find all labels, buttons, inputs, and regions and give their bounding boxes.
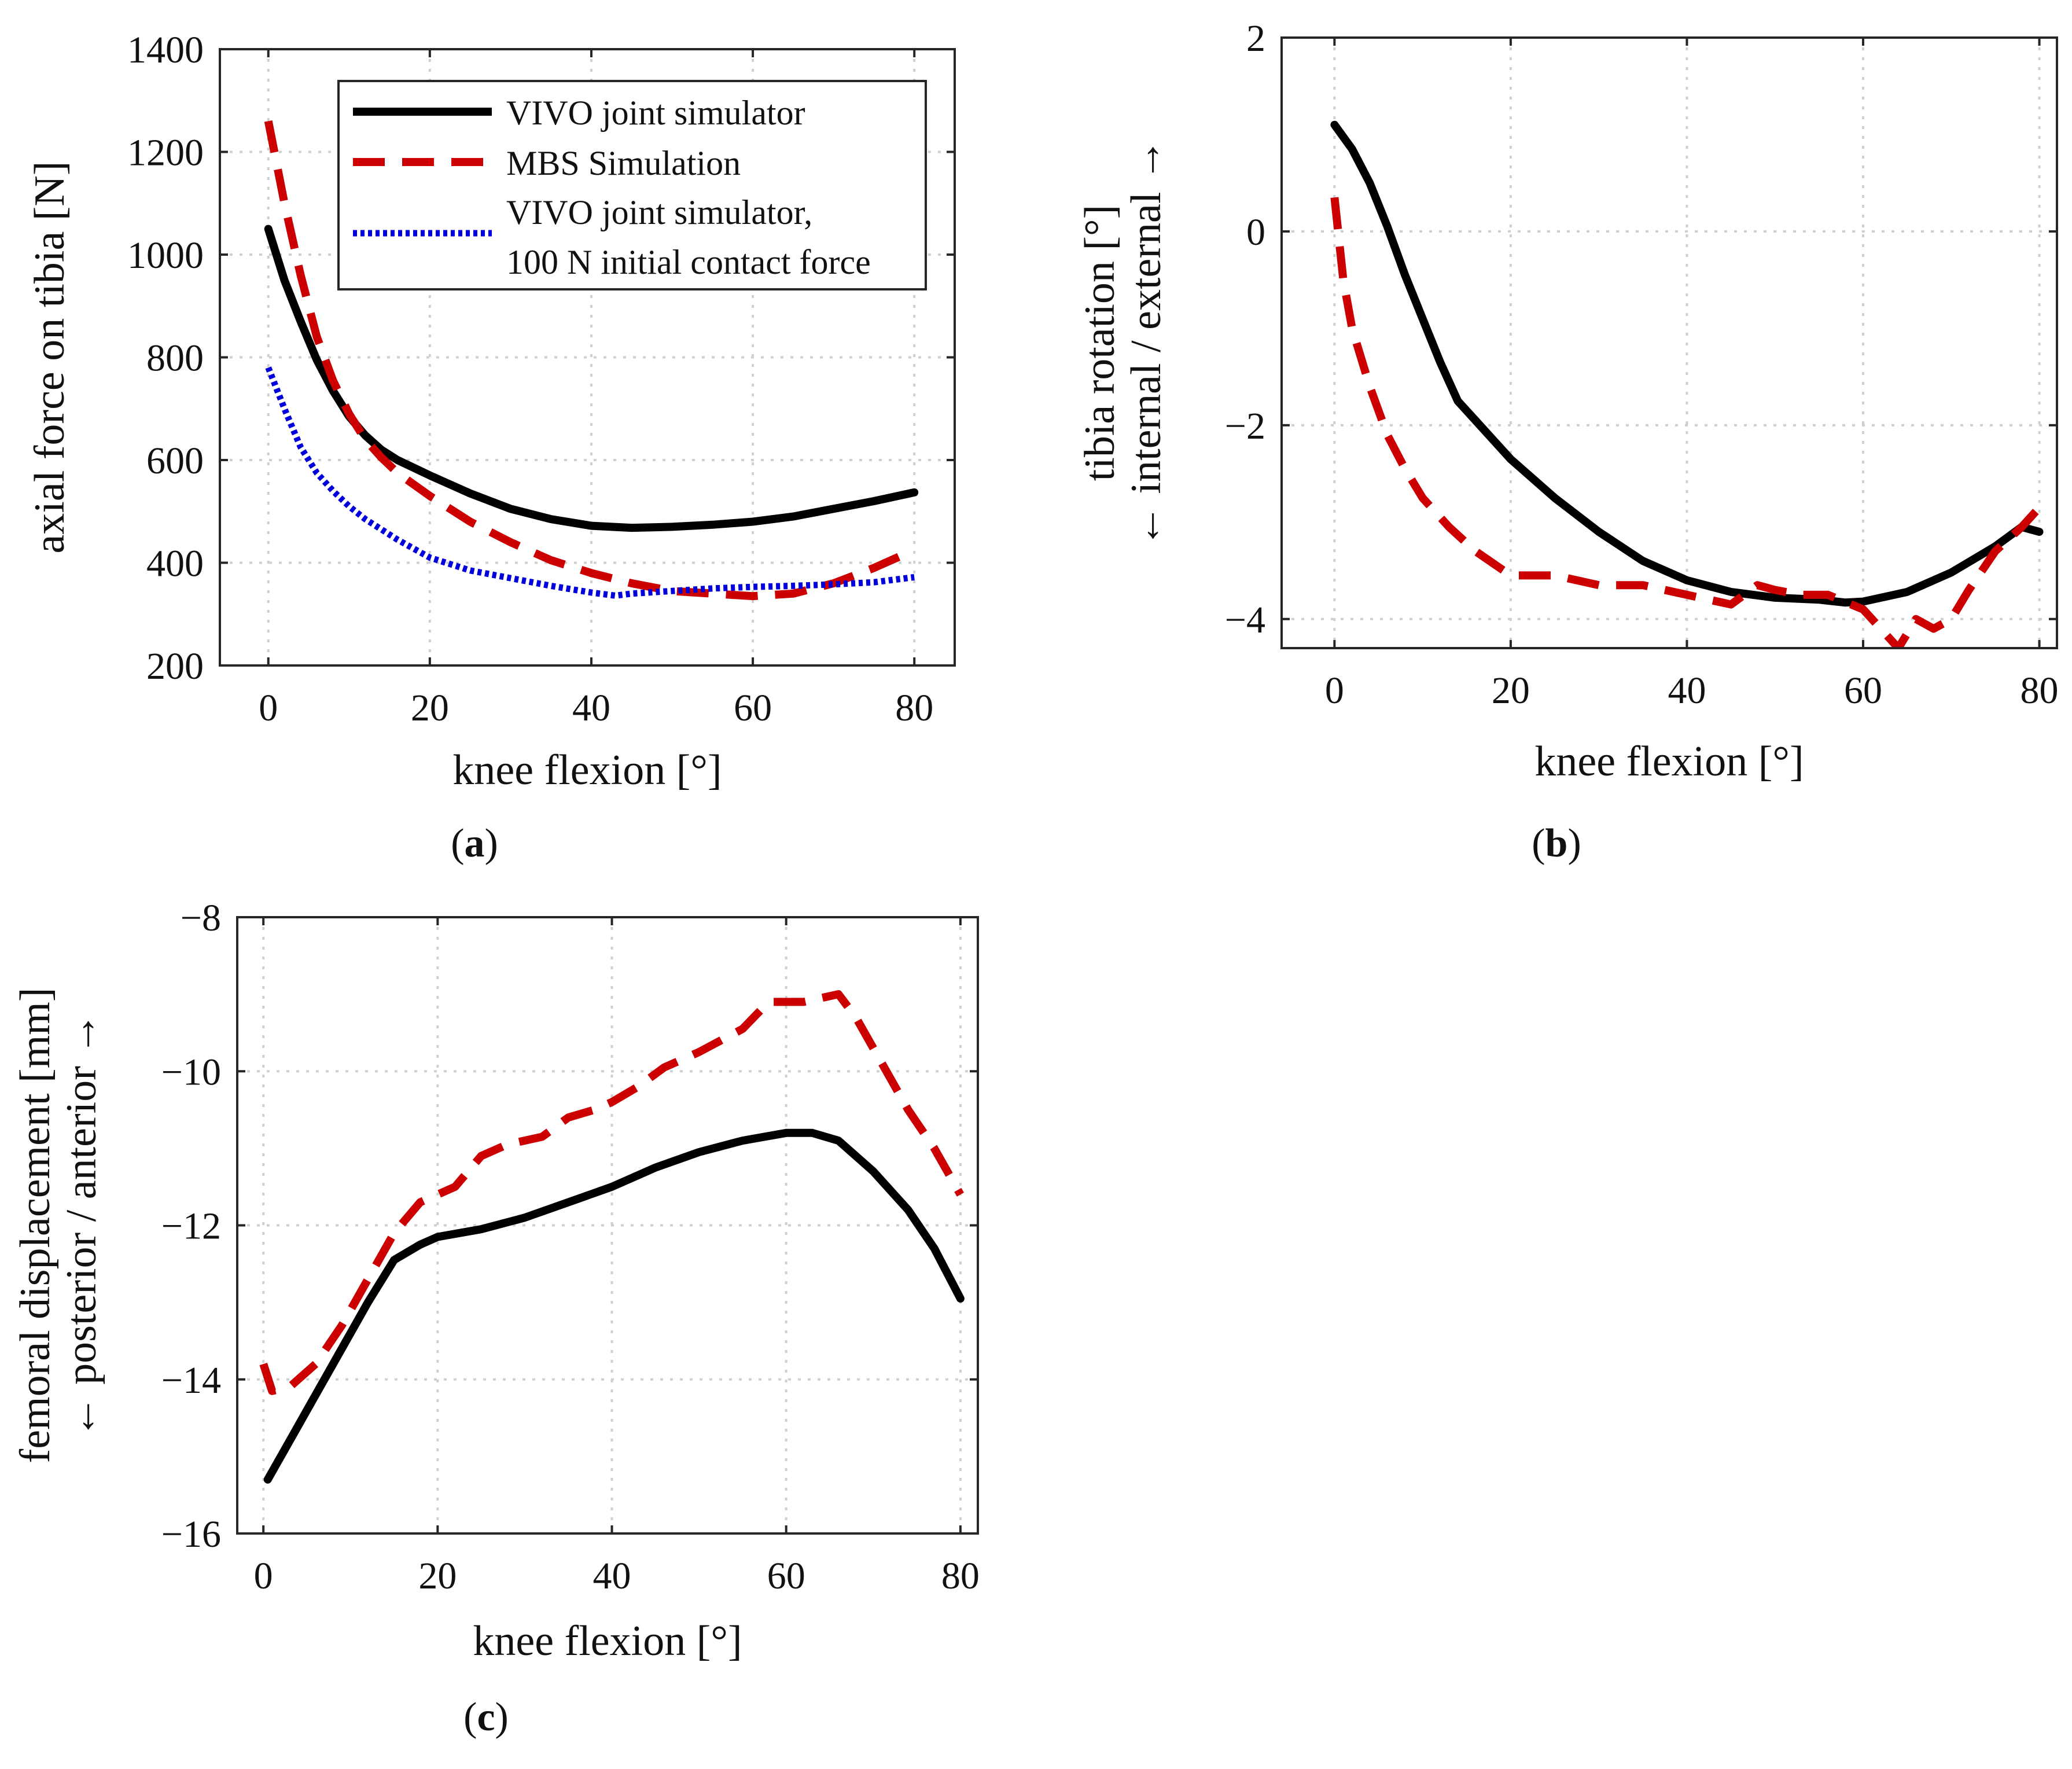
series-line-solid bbox=[1330, 120, 2044, 607]
series-line-dashed bbox=[1330, 197, 2042, 648]
panel-label-paren: ( bbox=[1532, 821, 1545, 866]
x-tick-label: 60 bbox=[767, 1555, 805, 1597]
series-line-solid bbox=[263, 1128, 965, 1484]
plot-frame bbox=[1280, 36, 2058, 649]
panel-a: 0 20 40 60 80 200 400 600 800 1000 1200 1400 knee fl… bbox=[26, 29, 956, 866]
x-tick-label: 0 bbox=[259, 687, 278, 729]
legend-label: VIVO joint simulator, bbox=[506, 193, 812, 231]
y-tick-label: −8 bbox=[181, 897, 221, 939]
panel-label-paren: ) bbox=[495, 1695, 509, 1739]
x-axis-label: knee flexion [°] bbox=[1534, 738, 1804, 785]
y-tick-label: −16 bbox=[161, 1513, 221, 1555]
panel-label-paren: ( bbox=[451, 821, 464, 866]
legend-label: 100 N initial contact force bbox=[506, 243, 871, 281]
y-tick-label: −10 bbox=[161, 1051, 221, 1093]
x-tick-label: 80 bbox=[895, 687, 933, 729]
x-tick-label: 0 bbox=[254, 1555, 273, 1597]
x-tick-label: 0 bbox=[1325, 670, 1344, 712]
y-tick-label: 200 bbox=[146, 645, 204, 687]
y-tick-label: 1400 bbox=[127, 29, 204, 71]
y-axis-label: ← internal / external → bbox=[1123, 138, 1170, 547]
y-tick-label: −4 bbox=[1225, 599, 1265, 641]
y-tick-label: 400 bbox=[146, 543, 204, 585]
panel-label-letter: b bbox=[1545, 821, 1568, 866]
panel-label: (b) bbox=[1532, 821, 1581, 866]
panel-label-paren: ( bbox=[463, 1695, 477, 1739]
x-tick-label: 20 bbox=[411, 687, 449, 729]
x-axis-label: knee flexion [°] bbox=[452, 746, 722, 794]
y-axis-label: ← posterior / anterior → bbox=[58, 1013, 105, 1439]
x-tick-label: 20 bbox=[418, 1555, 457, 1597]
panel-label-paren: ) bbox=[485, 821, 498, 866]
x-tick-label: 40 bbox=[572, 687, 610, 729]
y-tick-label: 0 bbox=[1246, 211, 1265, 253]
x-tick-label: 60 bbox=[1844, 670, 1882, 712]
y-axis-label: femoral displacement [mm] bbox=[12, 988, 59, 1463]
y-tick-label: −12 bbox=[161, 1205, 221, 1248]
x-tick-label: 40 bbox=[1668, 670, 1706, 712]
y-tick-label: −2 bbox=[1225, 405, 1265, 447]
series-line-dotted bbox=[265, 366, 915, 599]
y-axis-label: axial force on tibia [N] bbox=[26, 161, 73, 553]
panel-label-paren: ) bbox=[1567, 821, 1581, 866]
x-tick-label: 80 bbox=[941, 1555, 980, 1597]
y-tick-label: −14 bbox=[161, 1359, 221, 1402]
y-tick-label: 800 bbox=[146, 337, 204, 380]
panel-c: 0 20 40 60 80 −16 −14 −12 −10 −8 knee flexion [°] f… bbox=[12, 897, 980, 1739]
y-tick-label: 600 bbox=[146, 440, 204, 482]
x-tick-label: 20 bbox=[1492, 670, 1530, 712]
panel-label-letter: a bbox=[465, 821, 485, 866]
y-tick-label: 2 bbox=[1246, 17, 1265, 60]
x-axis-label: knee flexion [°] bbox=[473, 1617, 742, 1665]
y-tick-label: 1000 bbox=[127, 234, 204, 277]
legend-label: VIVO joint simulator bbox=[506, 94, 805, 132]
y-tick-label: 1200 bbox=[127, 132, 204, 174]
legend-label: MBS Simulation bbox=[506, 144, 741, 182]
panel-label: (c) bbox=[463, 1695, 509, 1739]
x-tick-label: 40 bbox=[593, 1555, 631, 1597]
panel-label-letter: c bbox=[477, 1695, 495, 1739]
panel-label: (a) bbox=[451, 821, 498, 866]
panel-b: 0 20 40 60 80 −4 −2 0 2 knee flexion [°] tibia rot… bbox=[1076, 17, 2059, 866]
x-tick-label: 60 bbox=[734, 687, 772, 729]
x-tick-label: 80 bbox=[2021, 670, 2059, 712]
series-line-solid bbox=[264, 225, 919, 532]
y-axis-label: tibia rotation [°] bbox=[1076, 205, 1124, 481]
